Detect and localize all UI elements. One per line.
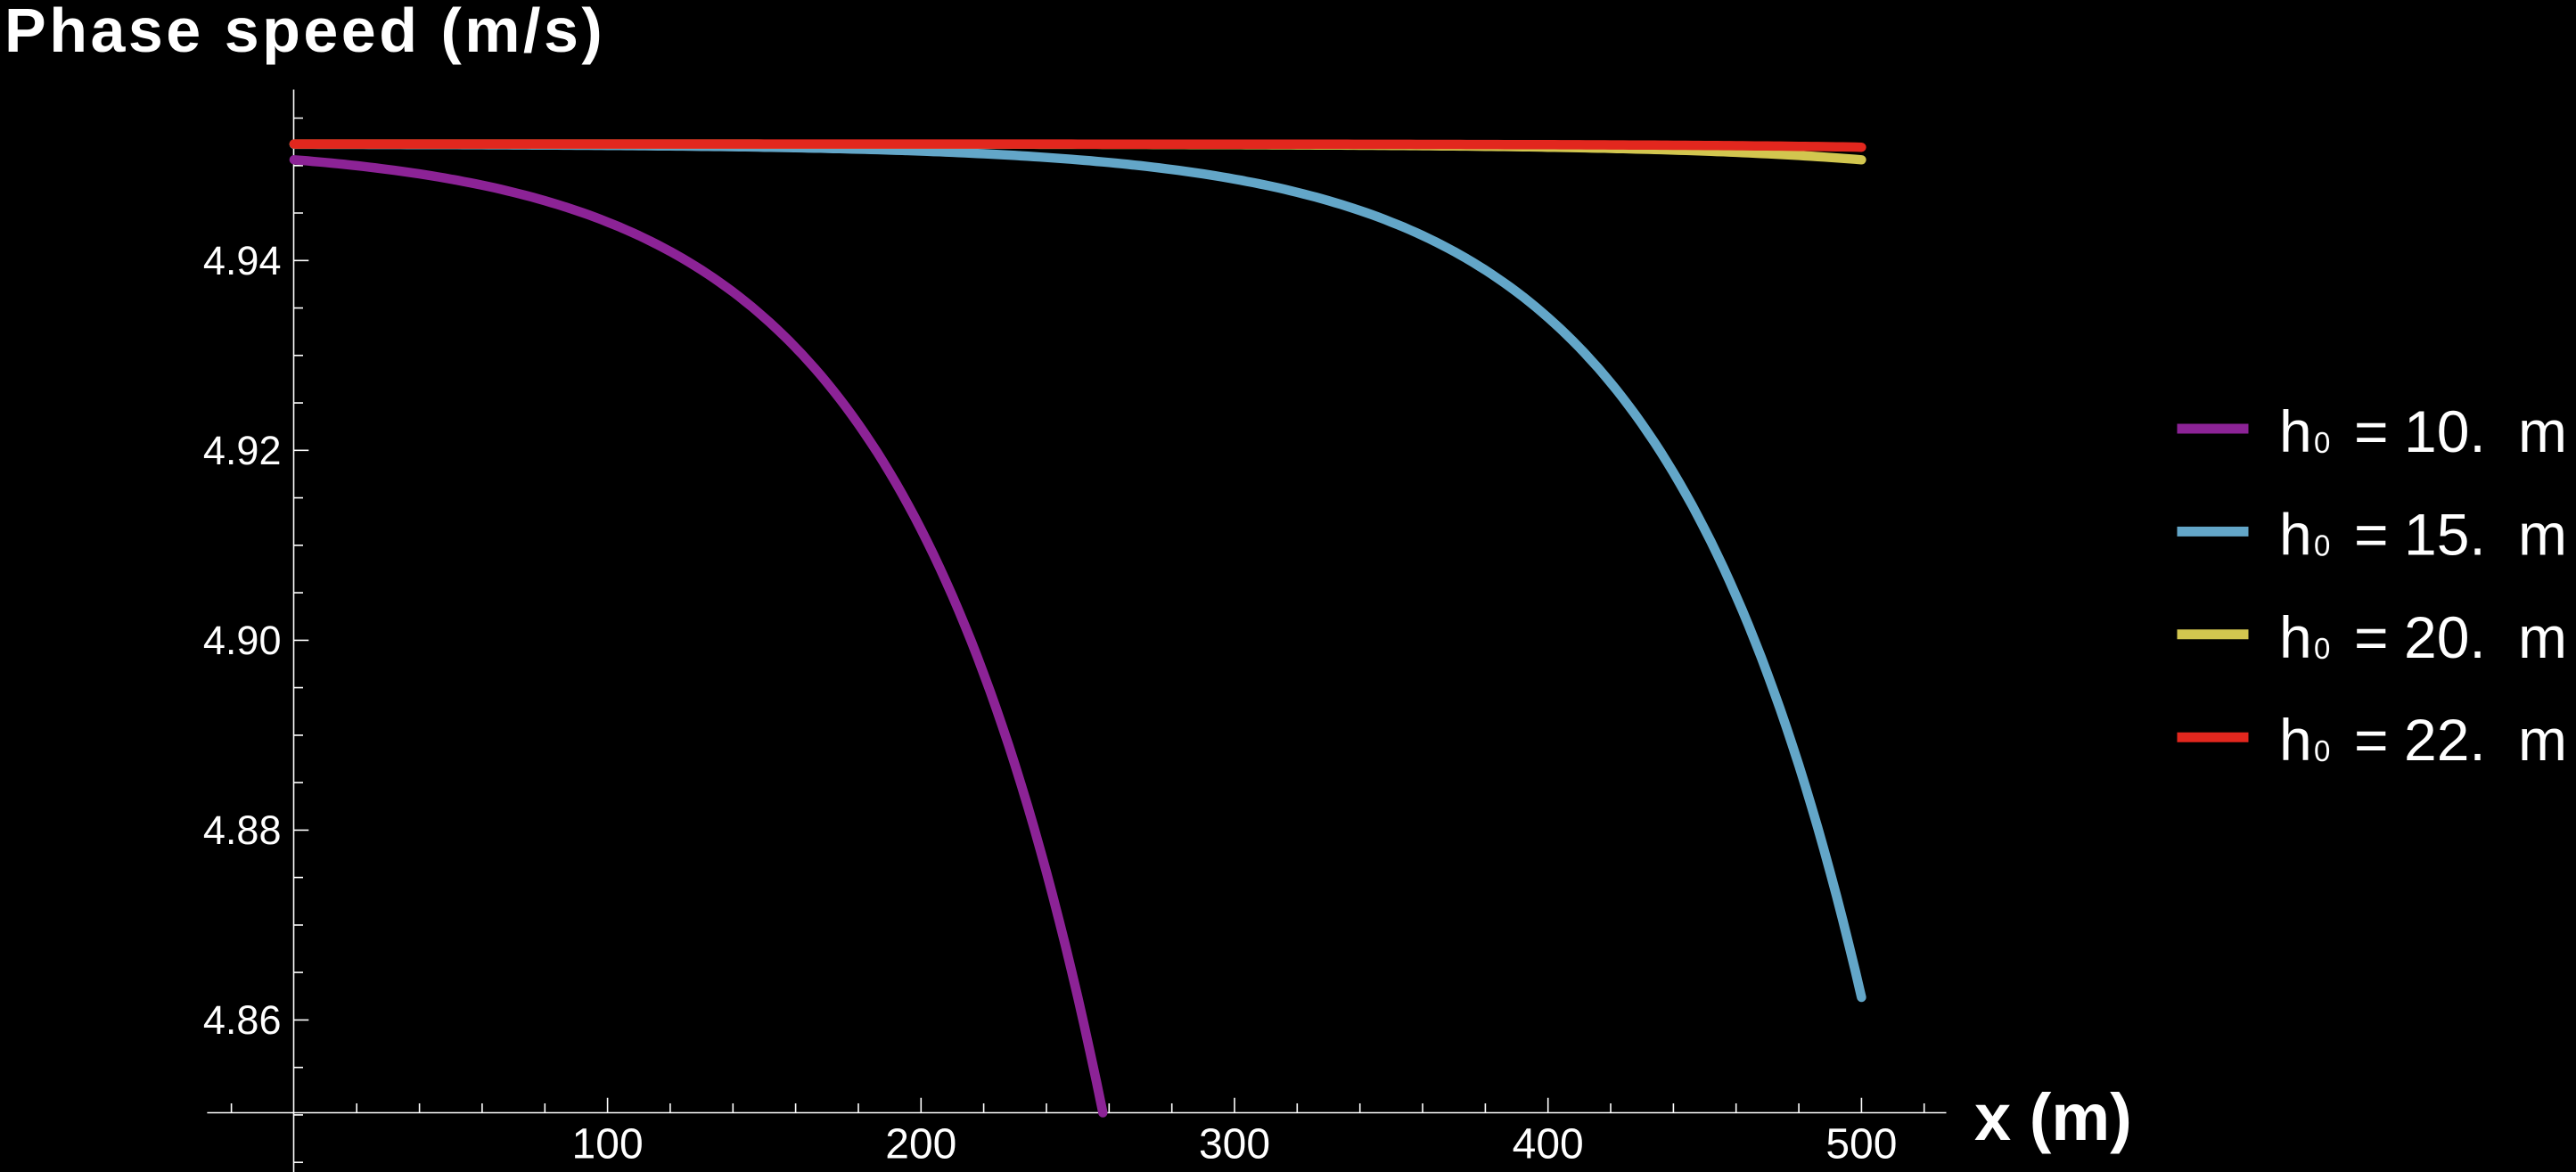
svg-text:4.88: 4.88 — [203, 807, 282, 853]
svg-text:4.90: 4.90 — [203, 618, 282, 663]
svg-text:100: 100 — [572, 1121, 644, 1168]
svg-text:x (m): x (m) — [1974, 1080, 2132, 1154]
svg-text:500: 500 — [1825, 1121, 1897, 1168]
svg-text:300: 300 — [1199, 1121, 1270, 1168]
svg-text:4.92: 4.92 — [203, 428, 282, 473]
svg-text:h0=20.m: h0 = 20. m — [2279, 604, 2567, 670]
svg-text:4.94: 4.94 — [203, 238, 282, 283]
svg-text:Phase speed (m/s): Phase speed (m/s) — [4, 0, 605, 65]
svg-text:200: 200 — [885, 1121, 956, 1168]
svg-text:4.86: 4.86 — [203, 997, 282, 1043]
svg-text:h0=15.m: h0 = 15. m — [2279, 501, 2567, 567]
svg-text:h0=22.m: h0 = 22. m — [2279, 707, 2567, 773]
svg-text:h0=10.m: h0 = 10. m — [2279, 398, 2567, 464]
svg-text:400: 400 — [1513, 1121, 1584, 1168]
